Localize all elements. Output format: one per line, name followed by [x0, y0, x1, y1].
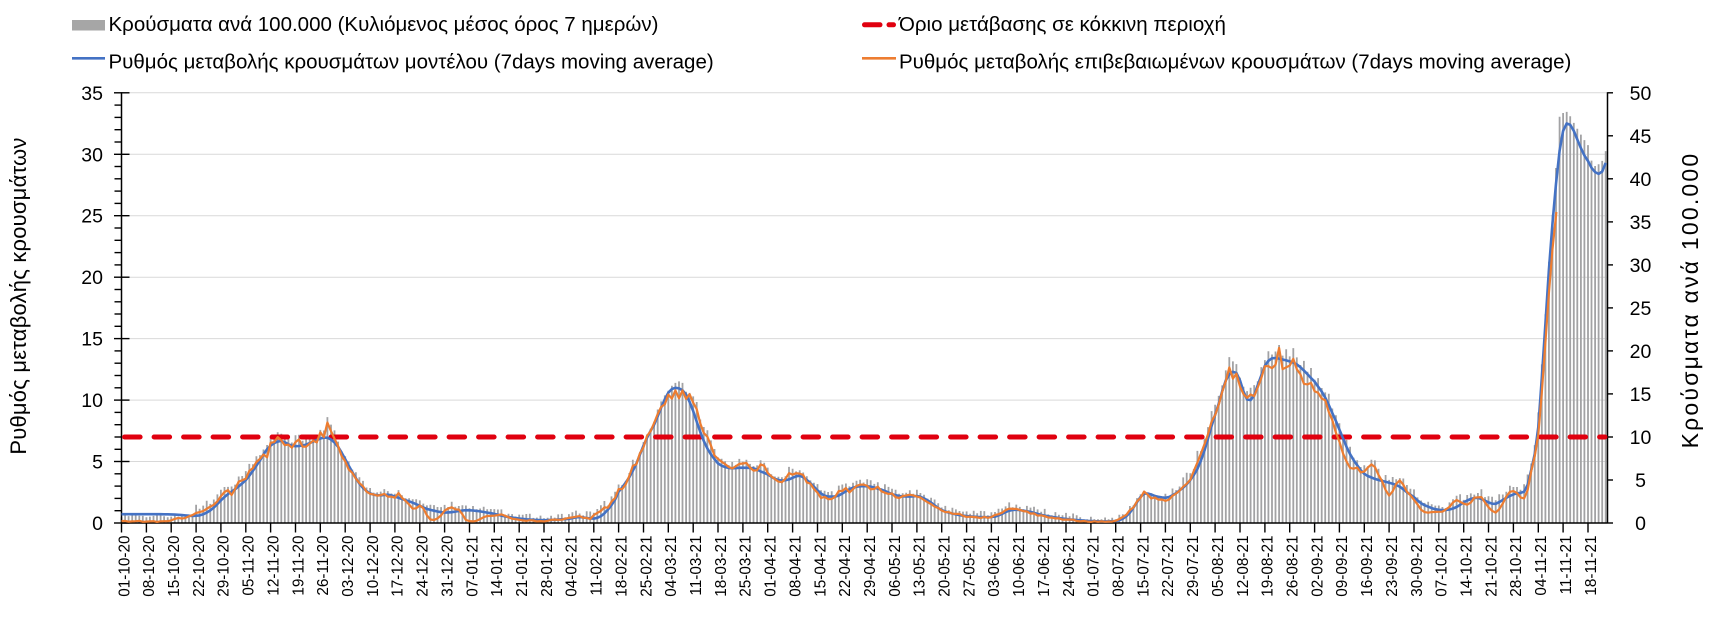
svg-text:30: 30 — [1630, 255, 1652, 277]
svg-text:26-08-21: 26-08-21 — [1285, 536, 1302, 597]
svg-text:15-07-21: 15-07-21 — [1135, 536, 1152, 597]
svg-text:18-02-21: 18-02-21 — [613, 536, 630, 597]
svg-text:31-12-20: 31-12-20 — [439, 536, 456, 597]
svg-text:40: 40 — [1630, 169, 1652, 191]
svg-text:28-10-21: 28-10-21 — [1508, 536, 1525, 597]
svg-text:04-03-21: 04-03-21 — [663, 536, 680, 597]
svg-text:29-07-21: 29-07-21 — [1185, 536, 1202, 597]
svg-text:45: 45 — [1630, 126, 1652, 148]
svg-text:Ρυθμός μεταβολής κρουσμάτων: Ρυθμός μεταβολής κρουσμάτων — [6, 137, 31, 454]
svg-text:Κρούσματα ανά 100.000: Κρούσματα ανά 100.000 — [1677, 152, 1703, 449]
svg-text:0: 0 — [92, 513, 103, 535]
svg-text:15-04-21: 15-04-21 — [812, 536, 829, 597]
svg-text:08-10-20: 08-10-20 — [141, 536, 158, 597]
svg-text:15: 15 — [1630, 384, 1652, 406]
svg-text:20: 20 — [1630, 341, 1652, 363]
svg-text:07-10-21: 07-10-21 — [1434, 536, 1451, 597]
svg-text:01-10-20: 01-10-20 — [116, 536, 133, 597]
svg-text:22-10-20: 22-10-20 — [191, 536, 208, 597]
svg-text:14-01-21: 14-01-21 — [489, 536, 506, 597]
svg-text:0: 0 — [1635, 513, 1646, 535]
svg-text:24-12-20: 24-12-20 — [415, 536, 432, 597]
svg-text:03-06-21: 03-06-21 — [986, 536, 1003, 597]
svg-text:Ρυθμός μεταβολής κρουσμάτων μο: Ρυθμός μεταβολής κρουσμάτων μοντέλου (7d… — [109, 51, 714, 74]
svg-text:28-01-21: 28-01-21 — [539, 536, 556, 597]
svg-text:29-04-21: 29-04-21 — [862, 536, 879, 597]
svg-text:15: 15 — [81, 329, 103, 351]
svg-text:20: 20 — [81, 267, 103, 289]
svg-text:30: 30 — [81, 144, 103, 166]
svg-text:Ρυθμός μεταβολής επιβεβαιωμένω: Ρυθμός μεταβολής επιβεβαιωμένων κρουσμάτ… — [899, 51, 1571, 74]
svg-text:30-09-21: 30-09-21 — [1409, 536, 1426, 597]
svg-text:10: 10 — [81, 390, 103, 412]
svg-text:15-10-20: 15-10-20 — [166, 536, 183, 597]
svg-text:09-09-21: 09-09-21 — [1334, 536, 1351, 597]
svg-text:01-07-21: 01-07-21 — [1086, 536, 1103, 597]
svg-text:23-09-21: 23-09-21 — [1384, 536, 1401, 597]
svg-text:12-11-20: 12-11-20 — [265, 536, 282, 596]
svg-text:10: 10 — [1630, 427, 1652, 449]
svg-text:25: 25 — [1630, 298, 1652, 320]
svg-text:08-04-21: 08-04-21 — [787, 536, 804, 597]
svg-text:14-10-21: 14-10-21 — [1459, 536, 1476, 597]
svg-text:16-09-21: 16-09-21 — [1359, 536, 1376, 597]
svg-text:08-07-21: 08-07-21 — [1111, 536, 1128, 597]
svg-text:11-03-21: 11-03-21 — [688, 536, 705, 596]
svg-text:22-04-21: 22-04-21 — [837, 536, 854, 597]
svg-text:17-06-21: 17-06-21 — [1036, 536, 1053, 597]
svg-text:11-02-21: 11-02-21 — [589, 536, 606, 596]
svg-text:02-09-21: 02-09-21 — [1309, 536, 1326, 597]
svg-text:13-05-21: 13-05-21 — [912, 536, 929, 597]
svg-text:25-03-21: 25-03-21 — [738, 536, 755, 597]
svg-text:35: 35 — [81, 83, 103, 105]
svg-text:20-05-21: 20-05-21 — [937, 536, 954, 597]
svg-text:01-04-21: 01-04-21 — [763, 536, 780, 597]
svg-text:12-08-21: 12-08-21 — [1235, 536, 1252, 597]
svg-text:5: 5 — [92, 452, 103, 474]
svg-text:06-05-21: 06-05-21 — [887, 536, 904, 597]
svg-text:29-10-20: 29-10-20 — [216, 536, 233, 597]
svg-text:21-01-21: 21-01-21 — [514, 536, 531, 597]
svg-text:25: 25 — [81, 206, 103, 228]
svg-text:Όριο μετάβασης σε κόκκινη περι: Όριο μετάβασης σε κόκκινη περιοχή — [898, 13, 1226, 36]
svg-text:21-10-21: 21-10-21 — [1483, 536, 1500, 597]
svg-text:07-01-21: 07-01-21 — [464, 536, 481, 597]
svg-text:Κρούσματα ανά 100.000 (Κυλιόμε: Κρούσματα ανά 100.000 (Κυλιόμενος μέσος … — [109, 13, 659, 36]
svg-text:35: 35 — [1630, 212, 1652, 234]
svg-text:5: 5 — [1635, 470, 1646, 492]
svg-text:04-11-21: 04-11-21 — [1533, 536, 1550, 596]
svg-text:26-11-20: 26-11-20 — [315, 536, 332, 596]
svg-text:17-12-20: 17-12-20 — [390, 536, 407, 597]
svg-text:50: 50 — [1630, 83, 1652, 105]
svg-text:04-02-21: 04-02-21 — [564, 536, 581, 597]
svg-text:18-03-21: 18-03-21 — [713, 536, 730, 597]
svg-text:05-08-21: 05-08-21 — [1210, 536, 1227, 597]
svg-text:27-05-21: 27-05-21 — [961, 536, 978, 597]
svg-text:19-08-21: 19-08-21 — [1260, 536, 1277, 597]
svg-text:19-11-20: 19-11-20 — [290, 536, 307, 596]
svg-text:05-11-20: 05-11-20 — [241, 536, 258, 596]
svg-text:11-11-21: 11-11-21 — [1558, 536, 1575, 595]
svg-text:03-12-20: 03-12-20 — [340, 536, 357, 597]
svg-text:18-11-21: 18-11-21 — [1583, 536, 1600, 596]
svg-text:10-06-21: 10-06-21 — [1011, 536, 1028, 597]
svg-text:10-12-20: 10-12-20 — [365, 536, 382, 597]
svg-text:22-07-21: 22-07-21 — [1160, 536, 1177, 597]
svg-text:25-02-21: 25-02-21 — [638, 536, 655, 597]
svg-text:24-06-21: 24-06-21 — [1061, 536, 1078, 597]
